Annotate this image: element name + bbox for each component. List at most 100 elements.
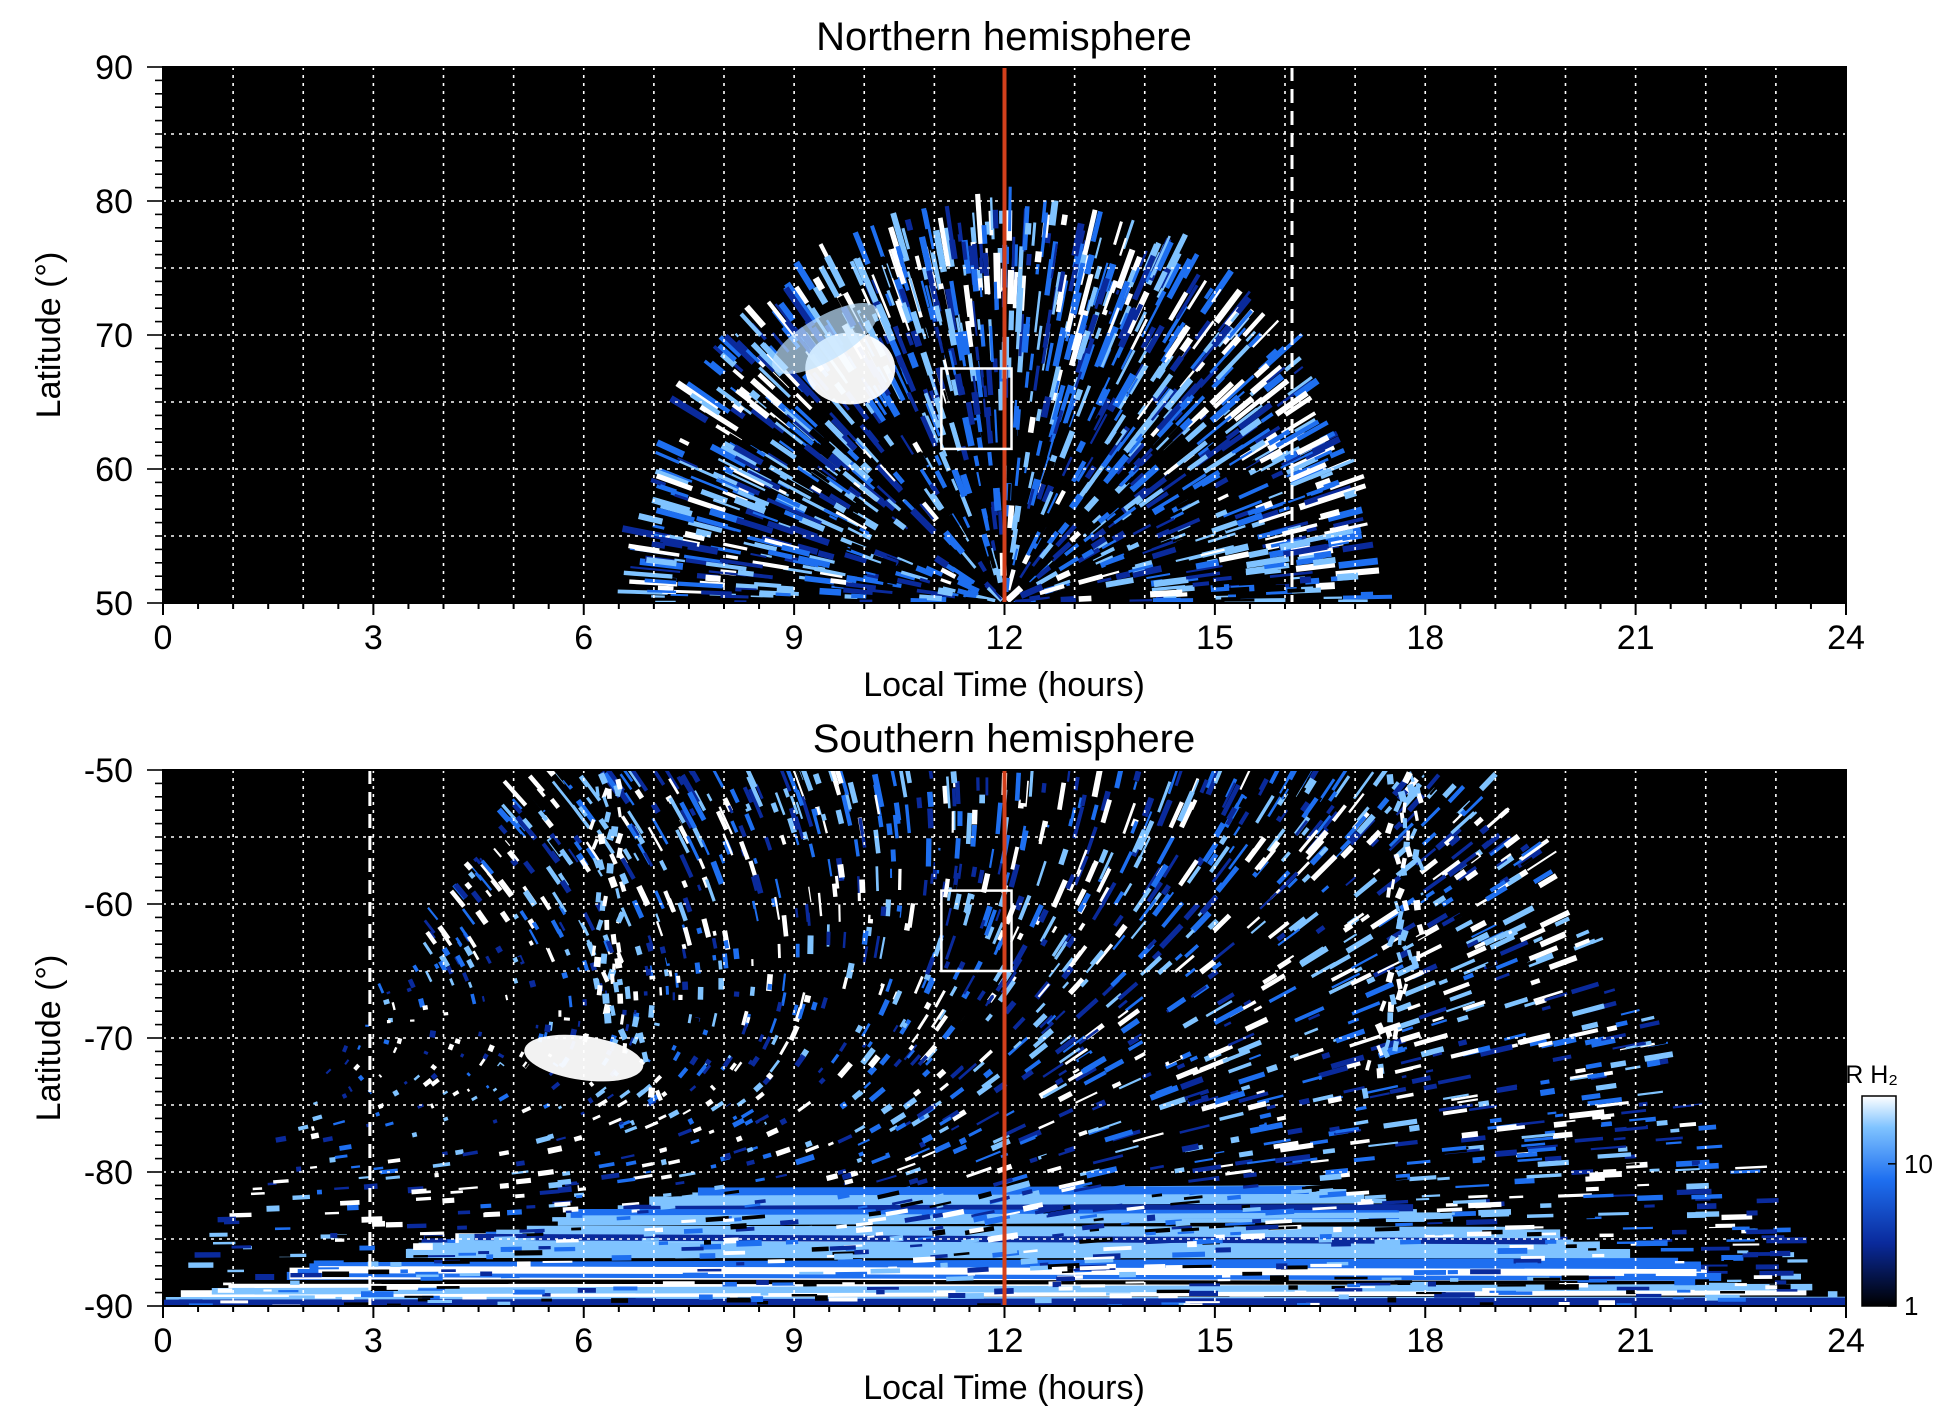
emission-streak	[700, 1243, 722, 1250]
emission-streak	[1496, 858, 1508, 867]
emission-streak	[911, 770, 920, 797]
emission-streak	[387, 1158, 401, 1164]
emission-streak	[1364, 1194, 1386, 1200]
emission-streak	[1185, 273, 1201, 295]
emission-streak	[229, 1212, 252, 1218]
emission-streak	[1319, 1190, 1347, 1199]
emission-streak	[618, 1121, 624, 1126]
emission-streak	[1271, 502, 1284, 510]
emission-streak	[1581, 1093, 1601, 1101]
emission-band	[318, 1266, 1697, 1277]
emission-streak	[1053, 409, 1064, 435]
emission-streak	[1174, 954, 1195, 974]
emission-streak	[990, 540, 997, 552]
emission-streak	[1088, 286, 1099, 307]
emission-streak	[1570, 981, 1600, 995]
emission-streak	[575, 1194, 583, 1199]
emission-curtain	[654, 1089, 663, 1102]
emission-streak	[904, 1213, 931, 1223]
emission-streak	[466, 958, 475, 969]
emission-streak	[622, 948, 629, 954]
emission-streak	[967, 298, 976, 328]
emission-streak	[971, 391, 981, 415]
emission-streak	[1591, 1038, 1616, 1048]
emission-streak	[1077, 892, 1091, 913]
emission-streak	[1227, 1194, 1241, 1201]
emission-streak	[519, 1228, 545, 1233]
emission-streak	[1093, 1217, 1104, 1222]
emission-streak	[1264, 527, 1310, 541]
emission-streak	[555, 770, 573, 786]
emission-streak	[905, 1167, 922, 1176]
emission-streak	[1297, 554, 1315, 561]
emission-streak	[1175, 490, 1207, 510]
emission-streak	[1259, 448, 1284, 466]
emission-streak	[473, 1209, 485, 1214]
emission-streak	[1445, 1202, 1458, 1207]
emission-streak	[1066, 794, 1076, 819]
emission-streak	[1039, 1014, 1054, 1029]
emission-streak	[725, 554, 739, 560]
emission-streak	[1492, 1099, 1503, 1104]
emission-streak	[1585, 1175, 1605, 1182]
emission-streak	[867, 1235, 875, 1238]
emission-streak	[1242, 312, 1266, 338]
emission-streak	[633, 991, 639, 1001]
emission-streak	[1103, 1245, 1132, 1252]
emission-streak	[954, 838, 961, 859]
emission-streak	[1212, 575, 1232, 582]
emission-streak	[1640, 1015, 1655, 1022]
emission-streak	[770, 802, 779, 813]
emission-streak	[1437, 1148, 1467, 1155]
emission-streak	[1251, 983, 1260, 990]
emission-streak	[442, 1197, 455, 1204]
south-overlays	[368, 770, 1013, 1306]
emission-streak	[778, 440, 795, 453]
emission-curtain	[1412, 786, 1418, 797]
emission-streak	[573, 840, 583, 851]
emission-streak	[1255, 908, 1272, 924]
emission-curtain	[593, 956, 602, 968]
emission-streak	[512, 977, 519, 984]
emission-streak	[1534, 997, 1547, 1006]
emission-streak	[1018, 894, 1032, 921]
emission-streak	[1209, 381, 1235, 406]
emission-streak	[484, 938, 491, 946]
emission-streak	[1587, 1097, 1623, 1106]
emission-streak	[1084, 552, 1102, 564]
emission-streak	[934, 469, 948, 489]
emission-streak	[1280, 451, 1314, 469]
emission-streak	[830, 418, 849, 437]
emission-streak	[646, 919, 656, 939]
emission-curtain	[616, 847, 623, 859]
emission-streak	[1126, 1205, 1145, 1211]
emission-streak	[1225, 1169, 1253, 1176]
emission-streak	[602, 771, 619, 790]
emission-streak	[865, 397, 886, 424]
emission-streak	[1161, 448, 1189, 472]
emission-streak	[968, 1226, 984, 1234]
emission-curtain	[1393, 853, 1402, 865]
emission-streak	[1457, 1098, 1479, 1104]
emission-streak	[1047, 1209, 1068, 1217]
emission-streak	[775, 592, 791, 597]
emission-streak	[1163, 490, 1194, 512]
emission-streak	[1045, 342, 1054, 372]
emission-streak	[616, 978, 624, 986]
emission-streak	[1513, 859, 1523, 867]
emission-streak	[752, 874, 764, 895]
emission-streak	[659, 859, 668, 871]
emission-streak	[948, 1098, 970, 1115]
emission-streak	[1453, 1064, 1468, 1071]
north-panel: Northern hemisphere 0 3 6 9 12 15 18 21 24506070…	[30, 15, 1865, 704]
emission-streak	[1035, 263, 1040, 275]
emission-streak	[861, 780, 868, 792]
emission-streak	[771, 527, 787, 537]
emission-streak	[703, 359, 723, 376]
colorbar: kR H₂ 110	[1833, 1061, 1933, 1321]
emission-streak	[777, 479, 812, 500]
emission-streak	[1131, 985, 1151, 1003]
emission-streak	[1343, 912, 1365, 929]
emission-streak	[1257, 527, 1289, 540]
emission-streak	[1211, 288, 1222, 303]
